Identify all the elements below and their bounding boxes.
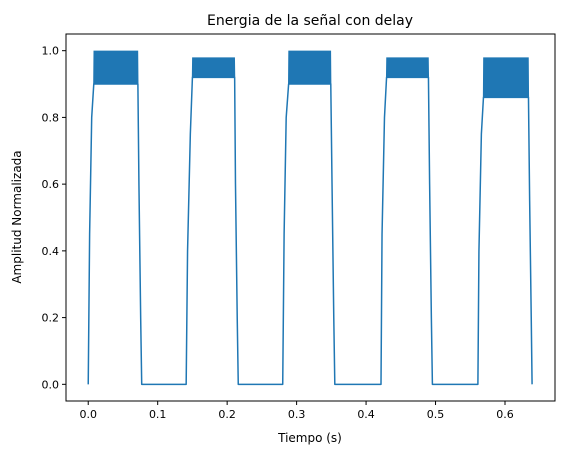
signal-oscillation bbox=[385, 57, 430, 78]
plot-area: 0.0 0.1 0.2 0.3 0.4 0.5 0.6 0.0 0.2 0.4 0.6 0.8 1.0 bbox=[42, 33, 556, 421]
y-axis-ticks: 0.0 0.2 0.4 0.6 0.8 1.0 bbox=[42, 45, 66, 391]
signal-line bbox=[87, 76, 533, 386]
x-axis-label: Tiempo (s) bbox=[277, 431, 342, 445]
signal-oscillation bbox=[288, 50, 332, 85]
x-axis-ticks: 0.0 0.1 0.2 0.3 0.4 0.5 0.6 bbox=[79, 401, 514, 421]
signal-oscillation bbox=[93, 50, 139, 85]
y-tick-label: 1.0 bbox=[42, 45, 60, 58]
x-tick-label: 0.1 bbox=[149, 408, 167, 421]
y-tick-label: 0.4 bbox=[42, 245, 60, 258]
y-tick-label: 0.2 bbox=[42, 312, 60, 325]
x-tick-label: 0.2 bbox=[218, 408, 236, 421]
x-tick-label: 0.3 bbox=[288, 408, 306, 421]
x-tick-label: 0.0 bbox=[79, 408, 97, 421]
chart-title: Energia de la señal con delay bbox=[207, 13, 413, 29]
y-tick-label: 0.6 bbox=[42, 178, 60, 191]
x-tick-label: 0.5 bbox=[427, 408, 445, 421]
series-layer bbox=[87, 50, 533, 386]
y-tick-label: 0.0 bbox=[42, 378, 60, 391]
y-tick-label: 0.8 bbox=[42, 111, 60, 124]
y-axis-label: Amplitud Normalizada bbox=[10, 150, 24, 283]
signal-oscillation bbox=[191, 57, 236, 78]
plot-background bbox=[66, 34, 555, 401]
signal-oscillation bbox=[482, 57, 530, 98]
x-tick-label: 0.4 bbox=[357, 408, 375, 421]
x-tick-label: 0.6 bbox=[496, 408, 514, 421]
axes-frame bbox=[65, 33, 556, 402]
